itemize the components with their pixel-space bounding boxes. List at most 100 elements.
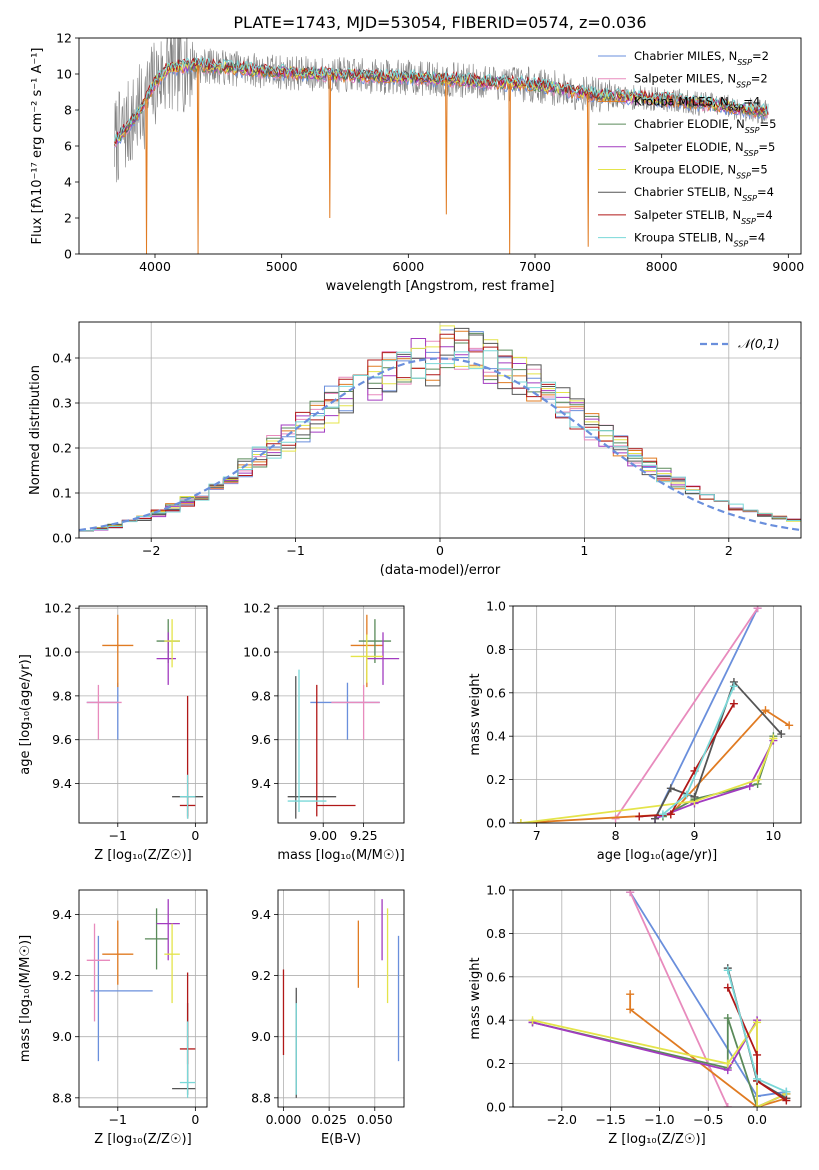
x-axis-label: Z [log₁₀(Z/Z☉)] — [608, 1132, 705, 1147]
axes-frame — [78, 37, 802, 255]
series-kroupa-elodie — [528, 1016, 791, 1107]
y-tick-label: 8 — [64, 103, 72, 118]
legend: 𝒩(0,1) — [700, 336, 780, 351]
y-tick-label: 4 — [64, 175, 72, 190]
errorbar-salpeter-miles — [331, 684, 380, 740]
y-tick-label: 0.6 — [486, 685, 506, 700]
x-tick-label: −1 — [109, 828, 127, 843]
y-tick-label: 10.2 — [44, 601, 72, 616]
point-marker — [635, 812, 644, 821]
absorption-feature — [508, 83, 511, 254]
y-tick-label: 0.4 — [52, 351, 72, 366]
y-axis-label: mass weight — [468, 673, 483, 755]
legend-label: Kroupa ELODIE, NSSP=5 — [634, 163, 768, 181]
x-axis-label: E(B-V) — [321, 1132, 361, 1147]
point-marker — [769, 734, 778, 743]
series-kroupa-stelib — [658, 682, 738, 819]
plot-area — [528, 890, 791, 1107]
legend-label: 𝒩(0,1) — [738, 336, 780, 351]
legend-label: Salpeter STELIB, NSSP=4 — [634, 208, 773, 226]
errorbar-kroupa-elodie — [164, 923, 180, 1004]
x-tick-label: 0 — [191, 828, 199, 843]
point-marker — [777, 730, 786, 739]
series-line — [614, 607, 759, 820]
x-tick-label: 0.025 — [311, 1112, 347, 1127]
y-axis-label: mass weight — [468, 957, 483, 1039]
legend-label: Chabrier MILES, NSSP=2 — [634, 49, 769, 67]
series-chabrier-stelib — [651, 677, 786, 823]
y-tick-label: 9.2 — [251, 968, 271, 983]
errorbar-kroupa-miles — [102, 614, 134, 688]
errorbar-kroupa-elodie — [164, 619, 180, 668]
axes-frame — [78, 321, 802, 539]
y-tick-label: 9.6 — [251, 732, 271, 747]
series-line — [520, 708, 790, 823]
y-tick-label: 0.2 — [52, 441, 72, 456]
y-tick-label: 0.4 — [486, 729, 506, 744]
errorbar-chabrier-elodie — [144, 908, 169, 970]
legend-label: Chabrier STELIB, NSSP=4 — [634, 185, 774, 203]
point-marker — [723, 983, 732, 992]
absorption-feature — [328, 74, 332, 219]
x-axis-label: wavelength [Angstrom, rest frame] — [326, 279, 555, 294]
y-tick-label: 12 — [56, 31, 72, 46]
errorbar-salpeter-miles — [86, 923, 111, 1022]
y-tick-label: 9.2 — [52, 968, 72, 983]
model-kroupa-stelib — [114, 56, 769, 141]
x-tick-label: 7000 — [519, 259, 551, 274]
y-tick-label: 1.0 — [486, 599, 506, 614]
point-marker — [658, 810, 667, 819]
y-tick-label: 0.8 — [486, 926, 506, 941]
legend-label: Salpeter MILES, NSSP=2 — [634, 72, 768, 90]
page-title: PLATE=1743, MJD=53054, FIBERID=0574, z=0… — [233, 13, 646, 32]
point-marker — [682, 790, 691, 799]
x-tick-label: 10 — [765, 828, 781, 843]
errorbar-chabrier-elodie — [358, 619, 392, 663]
x-tick-label: 7 — [533, 828, 541, 843]
point-marker — [626, 1005, 635, 1014]
series-line — [629, 994, 787, 1107]
point-marker — [753, 606, 762, 613]
point-marker — [753, 1103, 762, 1107]
series-line — [520, 738, 775, 823]
x-axis-label: mass [log₁₀(M/M☉)] — [277, 848, 404, 863]
absorption-feature — [586, 93, 590, 247]
point-marker — [782, 1087, 791, 1096]
series-line — [639, 703, 735, 818]
y-tick-label: 9.4 — [52, 907, 72, 922]
y-tick-label: 0.0 — [486, 816, 506, 831]
x-tick-label: 9000 — [772, 259, 804, 274]
errorbar-salpeter-elodie — [366, 632, 400, 685]
x-tick-label: 9 — [691, 828, 699, 843]
x-tick-label: 0 — [436, 543, 444, 558]
panel-mass-weight-vs-z: −2.0 −1.5 −1.0 −0.5 0.0 0.0 0.2 0.4 0.6 0.8 1.0 Z [… — [468, 883, 802, 1147]
point-marker — [690, 792, 699, 801]
absorption-feature — [445, 79, 448, 215]
series-kroupa-elodie — [516, 734, 778, 823]
y-tick-label: 8.8 — [52, 1090, 72, 1105]
axes-frame — [512, 605, 802, 824]
errorbar-chabrier-stelib — [287, 676, 337, 819]
y-tick-label: 9.4 — [251, 776, 271, 791]
point-marker — [782, 1096, 791, 1105]
y-tick-label: 9.8 — [251, 688, 271, 703]
y-tick-label: 8.8 — [251, 1090, 271, 1105]
panel-mass-weight-vs-age: 7 8 9 10 0.0 0.2 0.4 0.6 0.8 1.0 age [log₁₀(age/yr… — [468, 599, 802, 863]
y-tick-label: 9.4 — [52, 776, 72, 791]
errorbar-salpeter-elodie — [156, 899, 180, 961]
legend: Chabrier MILES, NSSP=2 Salpeter MILES, NS… — [598, 49, 776, 248]
point-marker — [729, 682, 738, 691]
x-tick-label: −1 — [109, 1112, 127, 1127]
grid-lines — [278, 890, 404, 1107]
x-tick-label: 0.000 — [266, 1112, 302, 1127]
panel-spectrum: 4000 5000 6000 7000 8000 9000 0 2 4 6 8 10 12 wavelen… — [30, 31, 804, 295]
y-tick-label: 6 — [64, 139, 72, 154]
point-marker — [666, 810, 675, 819]
point-marker — [723, 1103, 732, 1107]
x-axis-label: Z [log₁₀(Z/Z☉)] — [94, 848, 191, 863]
x-tick-label: −1.5 — [595, 1112, 625, 1127]
errorbar-salpeter-miles — [86, 684, 122, 740]
y-tick-label: 9.4 — [251, 907, 271, 922]
axes-frame — [512, 889, 802, 1108]
